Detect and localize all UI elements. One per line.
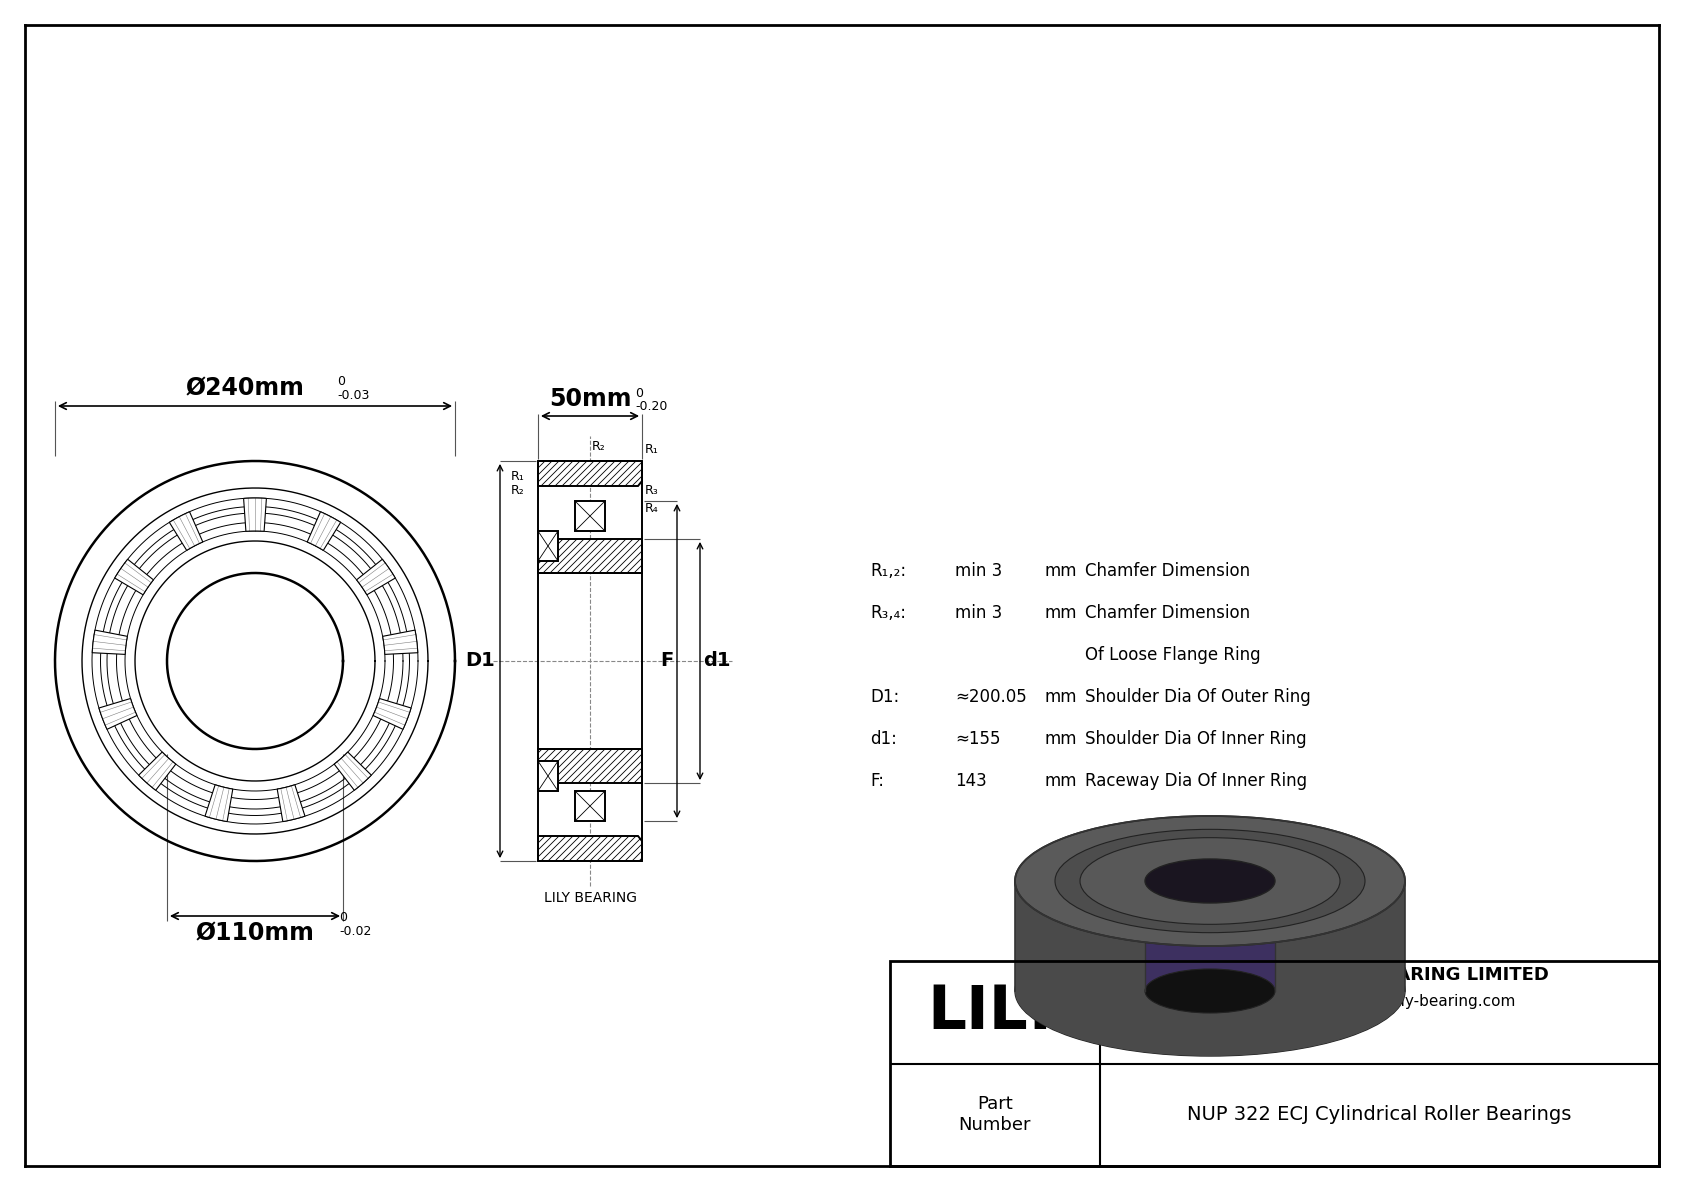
- Text: -0.20: -0.20: [635, 400, 667, 413]
- Text: mm: mm: [1046, 772, 1078, 790]
- Text: R₃: R₃: [645, 485, 658, 498]
- Polygon shape: [357, 560, 396, 594]
- Text: Of Loose Flange Ring: Of Loose Flange Ring: [1084, 646, 1261, 665]
- Text: LILY BEARING: LILY BEARING: [544, 891, 637, 905]
- Text: mm: mm: [1046, 730, 1078, 748]
- Polygon shape: [537, 461, 642, 486]
- Polygon shape: [537, 836, 642, 861]
- Text: R₂: R₂: [510, 485, 524, 498]
- Polygon shape: [574, 501, 605, 531]
- Polygon shape: [99, 698, 136, 729]
- Polygon shape: [537, 540, 642, 573]
- Polygon shape: [138, 752, 175, 791]
- Text: ≈155: ≈155: [955, 730, 1000, 748]
- Text: Raceway Dia Of Inner Ring: Raceway Dia Of Inner Ring: [1084, 772, 1307, 790]
- Text: R₁: R₁: [645, 443, 658, 456]
- Text: Ø110mm: Ø110mm: [195, 921, 315, 944]
- Text: mm: mm: [1046, 604, 1078, 622]
- Ellipse shape: [1054, 829, 1366, 933]
- Text: mm: mm: [1046, 562, 1078, 580]
- Polygon shape: [93, 630, 128, 654]
- Text: F:: F:: [871, 772, 884, 790]
- Polygon shape: [537, 540, 642, 573]
- Text: 50mm: 50mm: [549, 387, 632, 411]
- Text: min 3: min 3: [955, 562, 1002, 580]
- Polygon shape: [537, 461, 642, 486]
- Ellipse shape: [1015, 816, 1404, 946]
- Ellipse shape: [1145, 859, 1275, 903]
- Text: R₁,₂:: R₁,₂:: [871, 562, 906, 580]
- Text: R₄: R₄: [645, 501, 658, 515]
- Polygon shape: [537, 836, 642, 861]
- Polygon shape: [537, 531, 557, 561]
- Polygon shape: [537, 761, 557, 791]
- Text: 0: 0: [635, 387, 643, 400]
- Text: D1:: D1:: [871, 688, 899, 706]
- Text: Chamfer Dimension: Chamfer Dimension: [1084, 562, 1250, 580]
- Text: 0: 0: [337, 375, 345, 388]
- Text: -0.02: -0.02: [338, 925, 372, 939]
- Text: ®: ®: [1061, 979, 1079, 997]
- Polygon shape: [537, 749, 642, 782]
- Text: SHANGHAI LILY BEARING LIMITED: SHANGHAI LILY BEARING LIMITED: [1211, 966, 1548, 984]
- Polygon shape: [537, 749, 642, 782]
- Text: d1:: d1:: [871, 730, 898, 748]
- Ellipse shape: [1079, 837, 1340, 924]
- Text: R₂: R₂: [593, 439, 606, 453]
- Polygon shape: [306, 512, 340, 550]
- Polygon shape: [115, 560, 153, 594]
- Text: LILY: LILY: [928, 983, 1063, 1042]
- Text: 143: 143: [955, 772, 987, 790]
- Text: d1: d1: [702, 651, 731, 671]
- Polygon shape: [382, 630, 418, 654]
- Polygon shape: [244, 498, 266, 531]
- Text: R₃,₄:: R₃,₄:: [871, 604, 906, 622]
- Text: F: F: [660, 651, 674, 671]
- Polygon shape: [333, 752, 372, 791]
- Text: -0.03: -0.03: [337, 389, 369, 403]
- Text: Shoulder Dia Of Inner Ring: Shoulder Dia Of Inner Ring: [1084, 730, 1307, 748]
- Text: Email: lilybearing@lily-bearing.com: Email: lilybearing@lily-bearing.com: [1244, 994, 1516, 1009]
- Text: R₁: R₁: [510, 469, 524, 482]
- Bar: [891, 961, 1659, 1166]
- Polygon shape: [278, 785, 305, 822]
- Polygon shape: [1015, 881, 1404, 1056]
- Polygon shape: [170, 512, 202, 550]
- Polygon shape: [374, 698, 411, 729]
- Polygon shape: [1145, 859, 1275, 991]
- Text: Shoulder Dia Of Outer Ring: Shoulder Dia Of Outer Ring: [1084, 688, 1310, 706]
- Text: Chamfer Dimension: Chamfer Dimension: [1084, 604, 1250, 622]
- Text: NUP 322 ECJ Cylindrical Roller Bearings: NUP 322 ECJ Cylindrical Roller Bearings: [1187, 1105, 1571, 1124]
- Text: 0: 0: [338, 911, 347, 924]
- Text: mm: mm: [1046, 688, 1078, 706]
- Text: Ø240mm: Ø240mm: [185, 376, 305, 400]
- Polygon shape: [205, 785, 232, 822]
- Text: D1: D1: [465, 651, 495, 671]
- Polygon shape: [574, 791, 605, 821]
- Text: ≈200.05: ≈200.05: [955, 688, 1027, 706]
- Ellipse shape: [1145, 969, 1275, 1014]
- Text: min 3: min 3: [955, 604, 1002, 622]
- Text: Part
Number: Part Number: [958, 1096, 1031, 1134]
- Ellipse shape: [1015, 925, 1404, 1056]
